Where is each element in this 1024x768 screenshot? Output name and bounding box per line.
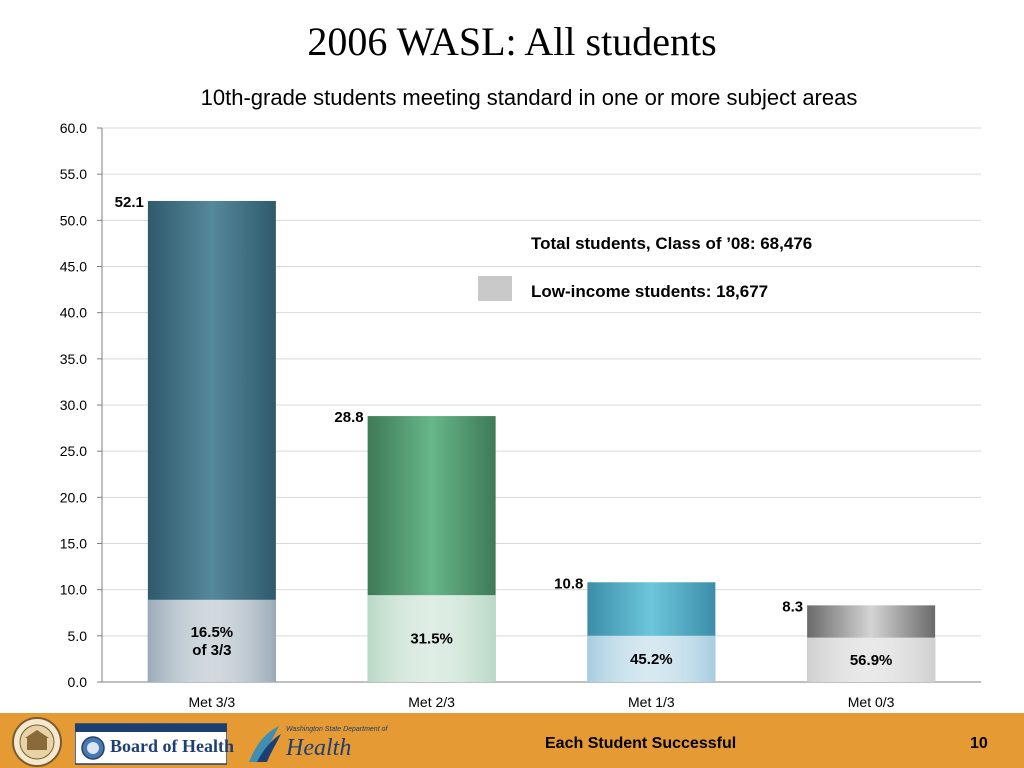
y-tick-label: 40.0	[60, 305, 87, 321]
state-seal-logo	[12, 717, 62, 767]
y-tick-label: 45.0	[60, 259, 87, 275]
bar-low-income	[367, 595, 496, 682]
slide-title: 2006 WASL: All students	[307, 19, 717, 64]
legend-total-students: Total students, Class of ’08: 68,476	[531, 234, 813, 253]
board-of-health-top-text: WASHINGTON STATE	[114, 727, 202, 734]
low-income-percent-label: 45.2%	[630, 651, 673, 668]
axes: 0.0 5.0 10.0 15.0 20.0 25.0 30.0 35.0 40.0 45.0 50…	[60, 120, 981, 690]
low-income-percent-label: 56.9%	[850, 652, 893, 669]
y-tick-label: 30.0	[60, 397, 87, 413]
x-category-label: Met 1/3	[628, 694, 675, 710]
y-tick-label: 50.0	[60, 212, 87, 228]
low-income-percent-label: of 3/3	[192, 642, 231, 659]
slide-subtitle: 10th-grade students meeting standard in …	[200, 85, 858, 110]
low-income-percent-label: 16.5%	[191, 624, 234, 641]
bar-value-label: 10.8	[554, 575, 583, 592]
y-tick-label: 20.0	[60, 489, 87, 505]
y-tick-label: 0.0	[68, 674, 88, 690]
y-tick-label: 60.0	[60, 120, 87, 136]
board-of-health-text: Board of Health	[110, 736, 234, 756]
y-tick-label: 15.0	[60, 536, 87, 552]
y-tick-label: 25.0	[60, 443, 87, 459]
x-category-label: Met 3/3	[189, 694, 236, 710]
department-of-health-text: Health	[286, 735, 352, 761]
bar-value-label: 8.3	[782, 598, 803, 615]
page-number: 10	[970, 735, 988, 752]
bar-low-income	[587, 635, 716, 682]
y-tick-label: 5.0	[68, 628, 88, 644]
y-tick-label: 10.0	[60, 582, 87, 598]
department-of-health-logo	[249, 726, 281, 762]
y-tick-label: 55.0	[60, 166, 87, 182]
labels: 52.1 16.5%of 3/3 Met 3/3 28.8 31.5% Met 2/3 10…	[115, 194, 895, 710]
board-of-health-logo	[75, 723, 227, 765]
y-tick-label: 35.0	[60, 351, 87, 367]
bar-value-label: 28.8	[334, 409, 363, 426]
department-of-health-top-text: Washington State Department of	[286, 726, 388, 733]
x-category-label: Met 2/3	[408, 694, 455, 710]
bar-chart: 0.0 5.0 10.0 15.0 20.0 25.0 30.0 35.0 40.0 45.0 50…	[60, 120, 981, 710]
footer-text: Each Student Successful	[545, 735, 737, 752]
low-income-percent-label: 31.5%	[410, 631, 453, 648]
bar-low-income	[807, 637, 936, 682]
x-category-label: Met 0/3	[848, 694, 895, 710]
bars	[147, 200, 936, 682]
bar-value-label: 52.1	[115, 194, 144, 211]
legend-low-income-swatch	[478, 276, 512, 301]
bar-low-income	[147, 599, 276, 682]
legend-low-income-students: Low-income students: 18,677	[531, 282, 769, 301]
